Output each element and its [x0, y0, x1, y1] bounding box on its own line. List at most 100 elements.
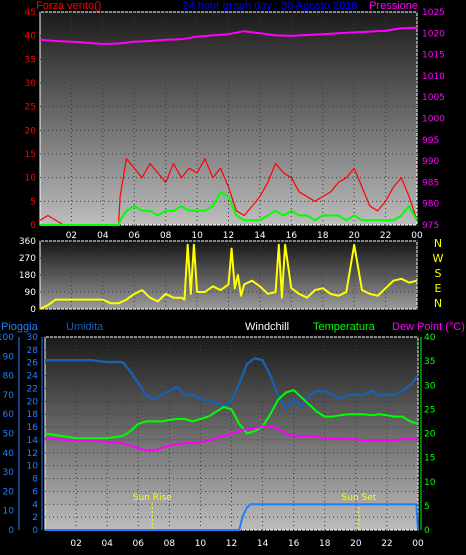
x-tick-label: 08 — [164, 539, 176, 549]
legend-temperatura: Temperatura — [313, 321, 376, 333]
x-tick-label: 14 — [254, 231, 266, 241]
compass-label: N — [434, 237, 442, 250]
rain-tick-label: 14 — [27, 436, 39, 446]
pressure-tick-label: 995 — [422, 136, 439, 146]
rain-tick-label: 6 — [32, 487, 38, 497]
humidity-tick-label: 70 — [3, 391, 15, 401]
humidity-series-line — [45, 357, 419, 410]
grid-layer — [18, 11, 422, 531]
x-tick-label: 16 — [286, 231, 298, 241]
wind-tick-label: 5 — [30, 197, 36, 207]
x-tick-label: 20 — [350, 539, 362, 549]
pressure-tick-label: 1025 — [422, 8, 445, 18]
wind-tick-label: 10 — [25, 174, 37, 184]
rain-tick-label: 0 — [32, 526, 38, 536]
pressure-tick-label: 980 — [422, 200, 439, 210]
x-tick-label: 16 — [288, 539, 300, 549]
humidity-tick-label: 50 — [3, 430, 15, 440]
wind-tick-label: 45 — [25, 8, 36, 18]
rain-tick-label: 26 — [27, 359, 39, 369]
wind-tick-label: 40 — [25, 32, 37, 42]
wind-tick-label: 0 — [30, 221, 36, 231]
compass-label: S — [435, 267, 442, 280]
pressure-tick-label: 1015 — [422, 51, 445, 61]
x-tick-label: 18 — [319, 539, 331, 549]
x-tick-label: 04 — [97, 231, 109, 241]
rain-tick-label: 30 — [27, 333, 39, 343]
wind-tick-label: 35 — [25, 55, 36, 65]
direction-tick-label: 360 — [19, 237, 36, 247]
series-layer — [39, 26, 419, 531]
temperature-tick-label: 5 — [424, 502, 430, 512]
compass-label: E — [435, 282, 442, 295]
humidity-tick-label: 60 — [3, 410, 15, 420]
x-tick-label: 06 — [129, 231, 141, 241]
humidity-tick-label: 90 — [3, 352, 15, 362]
direction-series-line — [39, 243, 418, 310]
x-tick-label: 14 — [257, 539, 269, 549]
temperature-series-line — [44, 389, 419, 440]
x-tick-label: 00 — [411, 231, 423, 241]
x-tick-label: 06 — [133, 539, 145, 549]
temperature-tick-label: 40 — [424, 333, 436, 343]
pressure-tick-label: 1000 — [422, 115, 445, 125]
temperature-tick-label: 30 — [424, 381, 436, 391]
chart-title: 24 hour graph day : 30 Agosto 2018 — [183, 0, 358, 12]
legend-pioggia: Pioggia — [1, 321, 39, 333]
compass-label: W — [433, 252, 444, 265]
direction-tick-label: 270 — [19, 254, 36, 264]
humidity-tick-label: 20 — [3, 487, 15, 497]
temperature-tick-label: 25 — [424, 405, 435, 415]
x-tick-label: 10 — [191, 231, 203, 241]
rain-tick-label: 16 — [27, 423, 39, 433]
x-tick-label: 18 — [317, 231, 329, 241]
direction-tick-label: 90 — [25, 288, 37, 298]
temperature-tick-label: 35 — [424, 357, 435, 367]
wind-tick-label: 30 — [25, 79, 37, 89]
rain-tick-label: 20 — [27, 397, 39, 407]
rain-tick-label: 8 — [32, 475, 38, 485]
pressure-axis-title: Pressione — [369, 0, 418, 12]
compass-label: N — [434, 297, 442, 310]
x-tick-label: 02 — [66, 231, 77, 241]
pressure-tick-label: 975 — [422, 221, 439, 231]
sunrise-label: Sun Rise — [133, 493, 172, 503]
humidity-tick-label: 80 — [3, 372, 15, 382]
x-tick-label: 08 — [160, 231, 172, 241]
pressure-series-line — [39, 26, 418, 45]
temperature-tick-label: 15 — [424, 454, 435, 464]
humidity-tick-label: 100 — [0, 333, 14, 343]
temperature-tick-label: 20 — [424, 430, 436, 440]
wind-tick-label: 25 — [25, 103, 36, 113]
rain-tick-label: 10 — [27, 462, 39, 472]
rain-tick-label: 28 — [27, 346, 39, 356]
direction-tick-label: 180 — [19, 271, 36, 281]
gust-series-line — [40, 190, 418, 226]
pressure-tick-label: 1010 — [422, 72, 445, 82]
rain-tick-label: 2 — [32, 513, 38, 523]
temperature-tick-label: 10 — [424, 478, 436, 488]
wind-tick-label: 20 — [25, 126, 37, 136]
wind-tick-label: 15 — [25, 150, 36, 160]
pressure-tick-label: 985 — [422, 178, 439, 188]
rain-tick-label: 12 — [27, 449, 38, 459]
humidity-tick-label: 40 — [3, 449, 15, 459]
pressure-tick-label: 1005 — [422, 93, 445, 103]
dewpoint-series-line — [44, 425, 419, 452]
pressure-tick-label: 990 — [422, 157, 439, 167]
sunset-label: Sun Set — [342, 493, 377, 503]
x-tick-label: 12 — [226, 539, 237, 549]
x-tick-label: 02 — [70, 539, 81, 549]
x-tick-label: 22 — [381, 539, 392, 549]
humidity-tick-label: 0 — [8, 526, 14, 536]
humidity-tick-label: 30 — [3, 468, 15, 478]
x-tick-label: 22 — [380, 231, 391, 241]
temperature-tick-label: 0 — [424, 526, 430, 536]
legend-dewpoint: Dew Point (°C) — [392, 321, 465, 333]
x-tick-label: 20 — [348, 231, 360, 241]
wind-axis-title: Forza vento() — [36, 0, 101, 12]
rain-tick-label: 22 — [27, 384, 38, 394]
x-tick-label: 10 — [195, 539, 207, 549]
rain-tick-label: 18 — [27, 410, 39, 420]
